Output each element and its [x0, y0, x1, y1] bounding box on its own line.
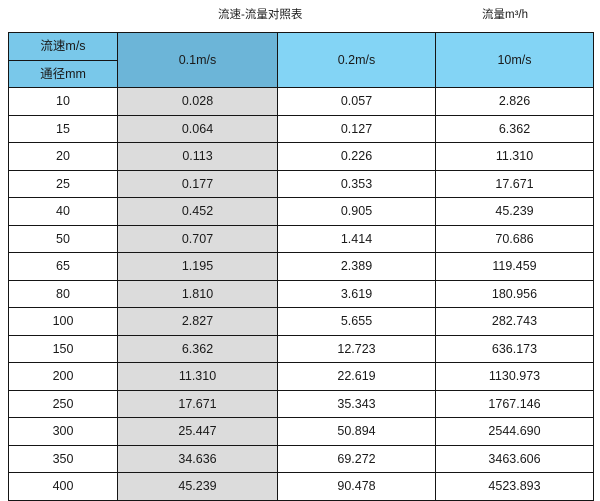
cell-flow-value: 2.826: [435, 87, 594, 116]
cell-nominal-diameter: 40: [8, 197, 118, 226]
cell-flow-value: 0.057: [277, 87, 436, 116]
cell-flow-value: 1.414: [277, 224, 436, 253]
cell-nominal-diameter: 400: [8, 472, 118, 501]
table-row: 50 0.707 1.414 70.686: [8, 224, 594, 253]
cell-flow-value: 0.353: [277, 169, 436, 198]
cell-nominal-diameter: 250: [8, 389, 118, 418]
cell-flow-value: 90.478: [277, 472, 436, 501]
cell-flow-value: 12.723: [277, 334, 436, 363]
cell-flow-value: 282.743: [435, 307, 594, 336]
cell-flow-value: 22.619: [277, 362, 436, 391]
cell-nominal-diameter: 50: [8, 224, 118, 253]
column-header-2: 10m/s: [435, 32, 594, 88]
table-body: 10 0.028 0.057 2.826 15 0.064 0.127 6.362 20 0.11…: [8, 87, 594, 501]
cell-nominal-diameter: 15: [8, 114, 118, 143]
cell-flow-value: 2.827: [117, 307, 278, 336]
cell-flow-value: 45.239: [117, 472, 278, 501]
cell-flow-value: 5.655: [277, 307, 436, 336]
table-row: 20 0.113 0.226 11.310: [8, 142, 594, 171]
table-row: 10 0.028 0.057 2.826: [8, 87, 594, 116]
cell-flow-value: 180.956: [435, 279, 594, 308]
table-row: 100 2.827 5.655 282.743: [8, 307, 594, 336]
cell-flow-value: 0.064: [117, 114, 278, 143]
table-row: 400 45.239 90.478 4523.893: [8, 472, 594, 501]
cell-flow-value: 70.686: [435, 224, 594, 253]
flow-unit-label: 流量m³/h: [482, 9, 528, 21]
cell-flow-value: 2.389: [277, 252, 436, 281]
cell-flow-value: 45.239: [435, 197, 594, 226]
header-row-bottom: 通径mm: [8, 59, 594, 88]
table-row: 15 0.064 0.127 6.362: [8, 114, 594, 143]
cell-flow-value: 17.671: [435, 169, 594, 198]
cell-nominal-diameter: 10: [8, 87, 118, 116]
cell-flow-value: 0.177: [117, 169, 278, 198]
cell-flow-value: 0.905: [277, 197, 436, 226]
table-row: 300 25.447 50.894 2544.690: [8, 417, 594, 446]
cell-flow-value: 11.310: [117, 362, 278, 391]
cell-flow-value: 0.226: [277, 142, 436, 171]
corner-header-diameter: 通径mm: [8, 59, 118, 88]
cell-flow-value: 6.362: [435, 114, 594, 143]
cell-flow-value: 1130.973: [435, 362, 594, 391]
cell-flow-value: 4523.893: [435, 472, 594, 501]
cell-flow-value: 35.343: [277, 389, 436, 418]
cell-flow-value: 0.127: [277, 114, 436, 143]
cell-flow-value: 17.671: [117, 389, 278, 418]
cell-nominal-diameter: 65: [8, 252, 118, 281]
cell-flow-value: 6.362: [117, 334, 278, 363]
cell-flow-value: 25.447: [117, 417, 278, 446]
cell-flow-value: 2544.690: [435, 417, 594, 446]
cell-nominal-diameter: 20: [8, 142, 118, 171]
table-row: 65 1.195 2.389 119.459: [8, 252, 594, 281]
cell-nominal-diameter: 100: [8, 307, 118, 336]
cell-nominal-diameter: 25: [8, 169, 118, 198]
table-row: 80 1.810 3.619 180.956: [8, 279, 594, 308]
chart-title: 流速-流量对照表: [218, 9, 303, 21]
cell-flow-value: 11.310: [435, 142, 594, 171]
column-header-0: 0.1m/s: [117, 32, 278, 88]
table-row: 250 17.671 35.343 1767.146: [8, 389, 594, 418]
cell-flow-value: 119.459: [435, 252, 594, 281]
cell-nominal-diameter: 200: [8, 362, 118, 391]
cell-flow-value: 0.452: [117, 197, 278, 226]
cell-flow-value: 0.113: [117, 142, 278, 171]
cell-flow-value: 1.810: [117, 279, 278, 308]
cell-nominal-diameter: 300: [8, 417, 118, 446]
column-header-1: 0.2m/s: [277, 32, 436, 88]
cell-flow-value: 1.195: [117, 252, 278, 281]
cell-flow-value: 1767.146: [435, 389, 594, 418]
caption-bar: 流速-流量对照表 流量m³/h: [0, 0, 600, 32]
cell-nominal-diameter: 350: [8, 444, 118, 473]
flow-velocity-table: 流速m/s 0.1m/s 0.2m/s 10m/s 通径mm 10 0.028 0.…: [8, 32, 594, 501]
corner-header-velocity: 流速m/s: [8, 32, 118, 61]
cell-flow-value: 34.636: [117, 444, 278, 473]
table-row: 350 34.636 69.272 3463.606: [8, 444, 594, 473]
cell-flow-value: 636.173: [435, 334, 594, 363]
table-header: 流速m/s 0.1m/s 0.2m/s 10m/s 通径mm: [8, 32, 594, 88]
cell-flow-value: 0.028: [117, 87, 278, 116]
table-row: 25 0.177 0.353 17.671: [8, 169, 594, 198]
table-row: 150 6.362 12.723 636.173: [8, 334, 594, 363]
cell-flow-value: 3.619: [277, 279, 436, 308]
cell-nominal-diameter: 150: [8, 334, 118, 363]
cell-flow-value: 0.707: [117, 224, 278, 253]
cell-flow-value: 3463.606: [435, 444, 594, 473]
table-row: 200 11.310 22.619 1130.973: [8, 362, 594, 391]
header-row-top: 流速m/s 0.1m/s 0.2m/s 10m/s: [8, 32, 594, 88]
cell-flow-value: 50.894: [277, 417, 436, 446]
flow-velocity-table-container: 流速m/s 0.1m/s 0.2m/s 10m/s 通径mm 10 0.028 0.…: [8, 32, 594, 501]
table-row: 40 0.452 0.905 45.239: [8, 197, 594, 226]
cell-flow-value: 69.272: [277, 444, 436, 473]
cell-nominal-diameter: 80: [8, 279, 118, 308]
